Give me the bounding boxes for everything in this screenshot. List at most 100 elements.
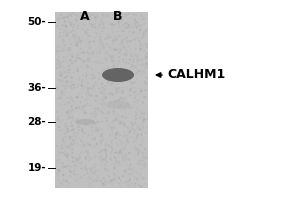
Point [56,62,61,65]
Point [92,84,97,88]
Point [101,61,106,64]
Point [131,140,136,143]
Point [102,40,107,44]
Point [59,23,64,26]
Point [63,122,68,125]
Point [114,137,119,140]
Point [113,165,118,168]
Point [139,129,144,132]
Point [65,12,70,16]
Point [100,182,105,185]
Point [71,61,76,64]
Point [68,48,73,51]
Point [92,122,97,125]
Point [94,32,99,35]
Point [101,25,106,28]
Point [119,40,124,43]
Point [129,146,134,149]
Point [58,161,63,165]
Point [110,30,115,33]
Point [117,55,122,59]
Point [117,61,122,64]
Point [110,152,114,155]
Point [119,46,124,49]
Point [54,172,59,175]
Point [83,98,88,101]
Point [90,25,95,28]
Point [57,60,62,63]
Point [77,14,82,18]
Point [104,15,109,18]
Point [106,178,110,181]
Point [64,146,69,150]
Point [97,102,102,105]
Point [86,101,91,104]
Point [118,120,123,123]
Point [92,99,97,102]
Point [71,160,76,163]
Point [131,88,136,91]
Point [111,39,116,42]
Point [63,24,68,27]
Point [98,129,103,132]
Point [95,129,100,132]
Point [143,165,148,168]
Point [82,13,87,16]
Point [71,128,76,131]
Point [126,184,131,187]
Point [56,45,61,49]
Point [89,59,94,63]
Point [62,90,67,94]
Point [116,57,121,60]
Point [68,43,73,46]
Point [82,102,87,105]
Point [112,25,117,28]
Point [65,110,70,113]
Point [86,94,91,97]
Point [85,99,89,102]
Point [112,112,116,115]
Point [118,179,123,182]
Point [137,159,142,162]
Point [107,92,112,95]
Point [123,15,128,18]
Point [64,79,69,82]
Point [95,112,100,116]
Point [58,83,62,86]
Point [127,167,132,170]
Point [100,30,105,33]
Point [123,153,128,156]
Text: CALHM1: CALHM1 [167,68,225,82]
Point [117,20,122,24]
Point [124,50,128,53]
Point [94,142,99,145]
Point [142,33,147,36]
Point [143,61,148,65]
Point [73,60,78,63]
Point [98,135,103,139]
Point [83,32,88,36]
Point [131,31,136,34]
Point [138,28,143,31]
Point [59,92,64,95]
Point [106,85,111,89]
Point [55,80,60,83]
Point [122,142,127,145]
Point [112,173,117,176]
Point [77,64,82,68]
Point [117,151,122,155]
Point [55,59,60,62]
Point [110,121,115,124]
Point [89,116,94,119]
Point [90,146,95,149]
Point [116,46,121,49]
Point [75,118,80,121]
Point [112,140,117,143]
Point [72,143,77,147]
Point [80,84,84,87]
Point [138,174,143,177]
Point [92,122,97,125]
Point [130,64,135,67]
Point [79,83,84,87]
Point [76,67,81,70]
